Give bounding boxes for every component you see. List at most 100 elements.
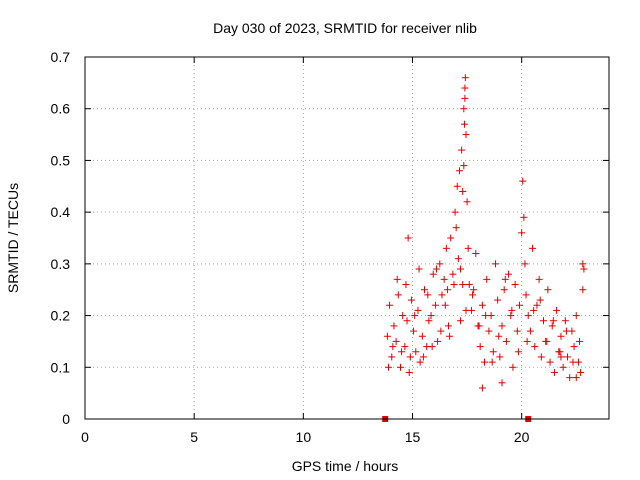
data-point: [411, 312, 419, 320]
data-point: [508, 306, 516, 314]
data-point: [476, 343, 484, 351]
x-tick-label: 5: [190, 429, 198, 445]
data-point: [404, 234, 412, 242]
y-tick-label: 0.5: [51, 152, 71, 168]
data-point: [535, 275, 543, 283]
data-point: [443, 286, 451, 294]
data-point: [464, 244, 472, 252]
data-point: [514, 348, 522, 356]
data-point: [437, 327, 445, 335]
data-point: [463, 198, 471, 206]
y-tick-label: 0.7: [51, 49, 71, 65]
data-point: [483, 275, 491, 283]
data-point: [461, 84, 469, 92]
data-point: [392, 337, 400, 345]
data-point: [455, 167, 463, 175]
data-point: [436, 260, 444, 268]
data-point: [580, 265, 588, 273]
y-tick-label: 0.3: [51, 256, 71, 272]
data-point: [434, 337, 442, 345]
data-point: [524, 312, 532, 320]
data-point: [559, 363, 567, 371]
data-point: [478, 384, 486, 392]
data-point: [485, 327, 493, 335]
data-point: [460, 162, 468, 170]
data-point: [458, 146, 466, 154]
data-point: [501, 275, 509, 283]
data-point: [386, 301, 394, 309]
data-point: [564, 353, 572, 361]
data-point: [406, 353, 414, 361]
data-point: [442, 244, 450, 252]
y-tick-label: 0: [62, 411, 70, 427]
chart-title: Day 030 of 2023, SRMTID for receiver nli…: [213, 20, 477, 36]
data-point: [475, 322, 483, 330]
data-point: [454, 255, 462, 263]
data-point: [450, 281, 458, 289]
x-tick-label: 0: [81, 429, 89, 445]
data-point: [462, 131, 470, 139]
data-point: [457, 317, 465, 325]
data-point: [549, 317, 557, 325]
data-point: [412, 348, 420, 356]
data-point: [572, 312, 580, 320]
data-point: [399, 312, 407, 320]
data-point: [566, 374, 574, 382]
axis-ticks: [84, 56, 609, 420]
data-point: [521, 260, 529, 268]
data-point: [438, 291, 446, 299]
data-point: [407, 296, 415, 304]
data-point: [509, 363, 517, 371]
data-point: [530, 306, 538, 314]
data-point: [546, 358, 554, 366]
data-point: [461, 94, 469, 102]
data-point: [526, 327, 534, 335]
data-point: [390, 322, 398, 330]
data-point: [431, 301, 439, 309]
data-point: [457, 265, 465, 273]
data-point: [441, 301, 449, 309]
data-point: [496, 353, 504, 361]
data-point: [488, 358, 496, 366]
data-point: [513, 327, 521, 335]
data-point: [383, 332, 391, 340]
data-point: [396, 363, 404, 371]
data-point: [489, 348, 497, 356]
data-point: [462, 306, 470, 314]
data-point: [553, 306, 561, 314]
data-point: [531, 343, 539, 351]
data-point: [491, 260, 499, 268]
data-point: [511, 281, 519, 289]
plot-frame: [84, 56, 610, 420]
data-point: [445, 322, 453, 330]
data-point: [460, 120, 468, 128]
data-point: [453, 182, 461, 190]
data-point: [505, 270, 513, 278]
data-point: [472, 250, 480, 258]
x-tick-label: 15: [405, 429, 421, 445]
data-point: [428, 343, 436, 351]
data-point: [562, 327, 570, 335]
data-point: [529, 244, 537, 252]
data-point: [518, 229, 526, 237]
data-point: [548, 322, 556, 330]
data-point: [402, 281, 410, 289]
data-point: [478, 301, 486, 309]
y-tick-label: 0.2: [51, 308, 71, 324]
data-point: [459, 187, 467, 195]
y-tick-labels: 0 0.1 0.2 0.3 0.4 0.5 0.6 0.7: [51, 49, 71, 427]
data-point: [544, 286, 552, 294]
data-point: [556, 348, 564, 356]
data-point: [389, 343, 397, 351]
data-point: [449, 270, 457, 278]
data-point: [579, 260, 587, 268]
data-point: [550, 368, 558, 376]
data-point: [459, 281, 467, 289]
data-point: [398, 348, 406, 356]
data-point: [393, 275, 401, 283]
data-point: [482, 312, 490, 320]
data-point: [576, 337, 584, 345]
data-points: [382, 74, 588, 422]
data-point: [440, 275, 448, 283]
